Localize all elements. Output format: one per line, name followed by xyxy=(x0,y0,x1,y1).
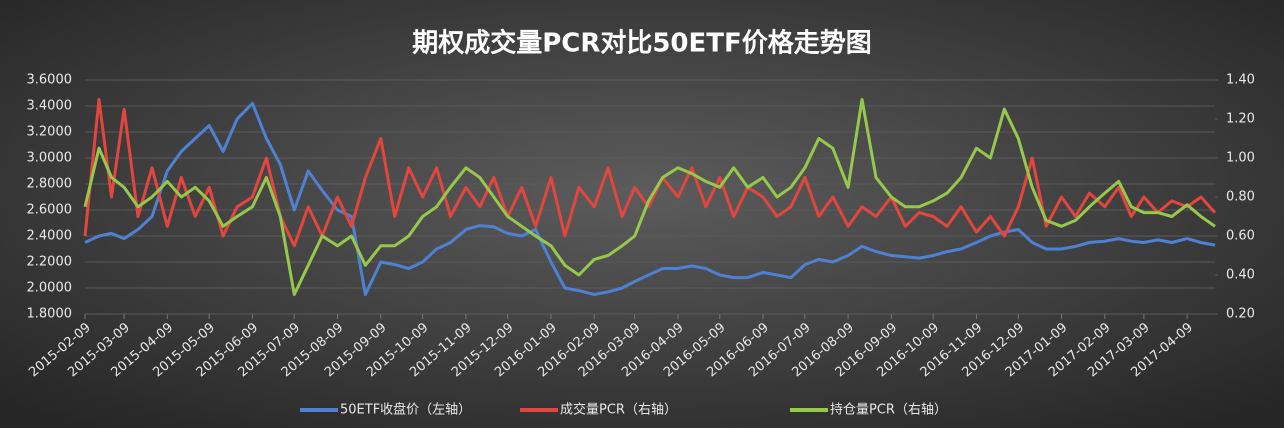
series-line xyxy=(84,101,1216,296)
y-tick-label: 2.4000 xyxy=(27,229,73,244)
y-tick-label: 2.6000 xyxy=(27,203,73,218)
y2-tick-label: 1.40 xyxy=(1226,73,1255,88)
chart-title: 期权成交量PCR对比50ETF价格走势图 xyxy=(412,28,872,59)
y-tick-label: 2.2000 xyxy=(27,255,73,270)
y2-tick-label: 0.80 xyxy=(1226,190,1255,205)
y-tick-label: 3.0000 xyxy=(27,151,73,166)
y2-tick-label: 0.40 xyxy=(1226,268,1255,283)
series-line xyxy=(83,98,1216,296)
y-tick-label: 2.0000 xyxy=(27,281,73,296)
y2-tick-label: 1.20 xyxy=(1226,112,1255,127)
y2-tick-label: 0.60 xyxy=(1226,229,1255,244)
y-tick-label: 3.2000 xyxy=(27,125,73,140)
y-tick-label: 3.4000 xyxy=(27,99,73,114)
legend-label: 50ETF收盘价（左轴） xyxy=(340,402,471,418)
y2-tick-label: 0.20 xyxy=(1226,307,1255,322)
y-tick-label: 2.8000 xyxy=(27,177,73,192)
legend-label: 成交量PCR（右轴） xyxy=(560,402,677,418)
y-tick-label: 3.6000 xyxy=(27,73,73,88)
y-tick-label: 1.8000 xyxy=(27,307,73,322)
y2-tick-label: 1.00 xyxy=(1226,151,1255,166)
legend-label: 持仓量PCR（右轴） xyxy=(830,403,947,418)
